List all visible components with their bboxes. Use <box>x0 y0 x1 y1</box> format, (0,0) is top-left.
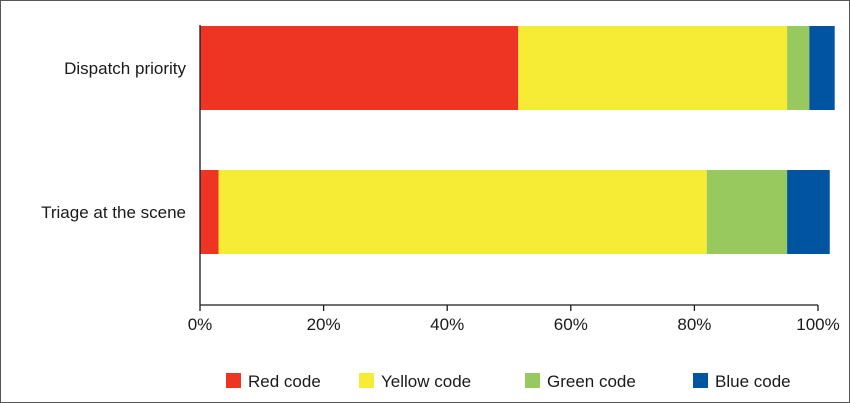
legend-label: Green code <box>547 372 636 391</box>
x-tick-label: 20% <box>307 315 341 334</box>
x-tick-label: 100% <box>796 315 839 334</box>
legend-label: Red code <box>248 372 321 391</box>
legend-label: Blue code <box>715 372 791 391</box>
legend-swatch-yellow-code <box>359 373 374 388</box>
bar-triage-at-the-scene-green-code <box>706 170 788 254</box>
legend-label: Yellow code <box>381 372 471 391</box>
category-label: Dispatch priority <box>64 59 186 78</box>
legend-swatch-green-code <box>525 373 540 388</box>
category-label: Triage at the scene <box>41 203 186 222</box>
legend-swatch-blue-code <box>693 373 708 388</box>
x-tick-label: 0% <box>188 315 213 334</box>
bar-dispatch-priority-blue-code <box>809 26 835 110</box>
x-tick-label: 40% <box>430 315 464 334</box>
bar-triage-at-the-scene-blue-code <box>787 170 830 254</box>
legend-swatch-red-code <box>226 373 241 388</box>
bar-dispatch-priority-red-code <box>200 26 519 110</box>
x-tick-label: 80% <box>677 315 711 334</box>
bar-triage-at-the-scene-red-code <box>200 170 219 254</box>
bar-dispatch-priority-yellow-code <box>518 26 788 110</box>
bar-dispatch-priority-green-code <box>787 26 810 110</box>
bar-triage-at-the-scene-yellow-code <box>218 170 707 254</box>
x-tick-label: 60% <box>554 315 588 334</box>
